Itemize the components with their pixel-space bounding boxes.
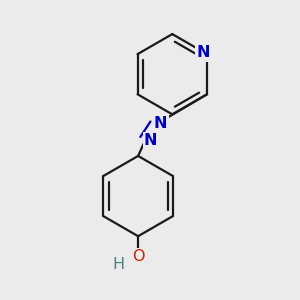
Text: N: N <box>154 116 167 131</box>
Text: N: N <box>144 133 157 148</box>
Text: H: H <box>113 257 125 272</box>
Text: O: O <box>132 249 144 264</box>
Text: N: N <box>197 46 210 61</box>
